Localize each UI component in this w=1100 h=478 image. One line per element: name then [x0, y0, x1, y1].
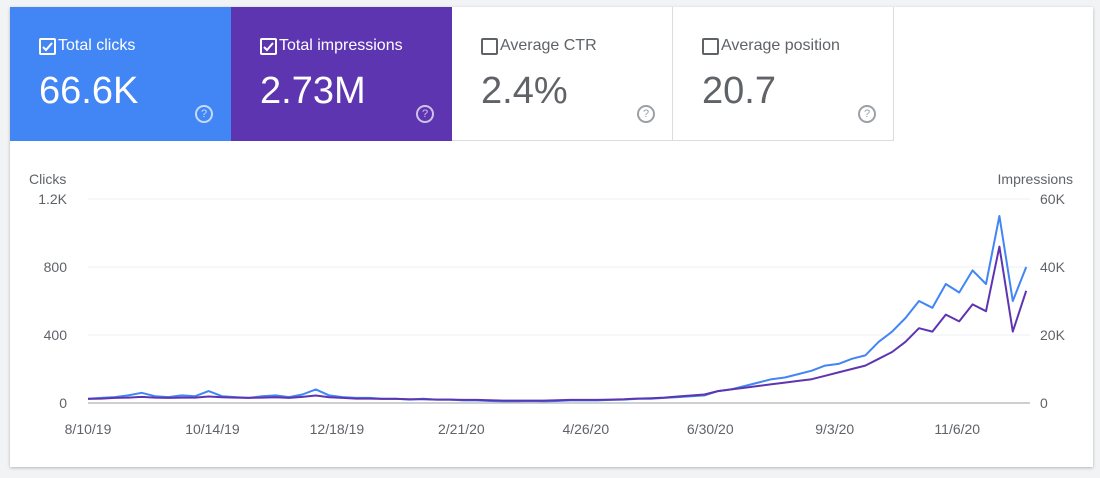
- checkbox[interactable]: [702, 38, 719, 55]
- help-icon[interactable]: ?: [858, 105, 876, 123]
- metric-label: Average CTR: [500, 37, 597, 54]
- x-tick-label: 2/21/20: [438, 421, 485, 437]
- metric-card[interactable]: Average CTR 2.4%?: [452, 7, 673, 141]
- metric-card[interactable]: Average position 20.7?: [673, 7, 894, 141]
- y2-tick-label: 0: [1040, 395, 1048, 411]
- metric-value: 2.4%: [481, 70, 568, 112]
- x-tick-label: 12/18/19: [310, 421, 365, 437]
- help-icon[interactable]: ?: [637, 105, 655, 123]
- x-tick-label: 8/10/19: [65, 421, 112, 437]
- y-tick-label: 400: [44, 327, 68, 343]
- y-tick-label: 1.2K: [38, 191, 67, 207]
- metric-label: Average position: [721, 37, 840, 54]
- checkbox[interactable]: [39, 38, 56, 55]
- chart: Clicks Impressions 0 400 800 1.2K 0 20K 40K 60K 8/…: [29, 171, 1073, 437]
- series-line: [87, 245, 1028, 402]
- checkbox[interactable]: [260, 38, 277, 55]
- y2-axis-title: Impressions: [998, 171, 1073, 187]
- series-line: [87, 215, 1028, 403]
- metric-label: Total impressions: [279, 37, 403, 54]
- y2-tick-label: 60K: [1040, 191, 1066, 207]
- help-icon[interactable]: ?: [416, 105, 434, 123]
- x-tick-label: 4/26/20: [562, 421, 609, 437]
- y2-tick-label: 40K: [1040, 259, 1066, 275]
- x-tick-label: 6/30/20: [687, 421, 734, 437]
- metric-label: Total clicks: [58, 37, 136, 54]
- metric-value: 20.7: [702, 70, 776, 112]
- performance-card: Total clicks 66.6K? Total impressions 2.73M…: [10, 7, 1093, 467]
- y-axis-title: Clicks: [29, 171, 66, 187]
- x-tick-label: 11/6/20: [934, 421, 980, 437]
- x-tick-label: 10/14/19: [185, 421, 240, 437]
- metric-card[interactable]: Total impressions 2.73M?: [231, 7, 452, 141]
- metric-card[interactable]: Total clicks 66.6K?: [10, 7, 231, 141]
- y2-tick-label: 20K: [1040, 327, 1066, 343]
- x-tick-label: 9/3/20: [815, 421, 854, 437]
- metric-value: 2.73M: [260, 70, 366, 112]
- y-tick-label: 0: [59, 395, 67, 411]
- checkbox[interactable]: [481, 38, 498, 55]
- help-icon[interactable]: ?: [195, 105, 213, 123]
- y-tick-label: 800: [44, 259, 68, 275]
- metric-value: 66.6K: [39, 70, 139, 112]
